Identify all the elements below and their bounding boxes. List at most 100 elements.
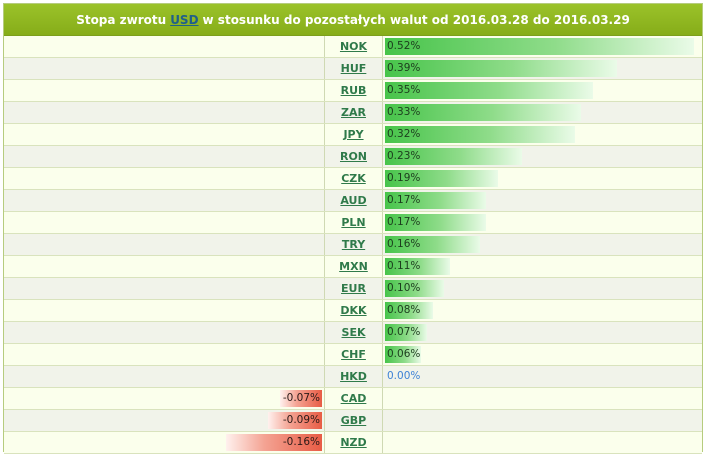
currency-link-eur[interactable]: EUR	[341, 282, 366, 295]
table-row: TRY 0.16%	[4, 234, 702, 256]
currency-cell: TRY	[325, 234, 383, 255]
value-label-mxn: 0.11%	[387, 260, 421, 272]
table-row: JPY 0.32%	[4, 124, 702, 146]
positive-cell	[383, 410, 702, 431]
table-row: CZK 0.19%	[4, 168, 702, 190]
title-suffix: w stosunku do pozostałych walut od 2016.…	[202, 12, 630, 27]
currency-link-zar[interactable]: ZAR	[341, 106, 366, 119]
value-label-cad: -0.07%	[282, 392, 320, 404]
bar-huf	[385, 60, 617, 77]
negative-cell	[4, 212, 325, 233]
currency-link-huf[interactable]: HUF	[340, 62, 367, 75]
positive-cell: 0.23%	[383, 146, 702, 167]
currency-link-cad[interactable]: CAD	[340, 392, 367, 405]
positive-cell: 0.00%	[383, 366, 702, 387]
negative-cell: -0.07%	[4, 388, 325, 409]
bar-nok	[385, 38, 694, 55]
positive-cell	[383, 432, 702, 453]
currency-cell: RON	[325, 146, 383, 167]
bar-dkk	[385, 302, 433, 319]
bar-nzd	[226, 434, 322, 451]
negative-cell	[4, 190, 325, 211]
negative-cell	[4, 278, 325, 299]
value-label-eur: 0.10%	[387, 282, 421, 294]
currency-link-pln[interactable]: PLN	[341, 216, 366, 229]
bar-rub	[385, 82, 593, 99]
value-label-jpy: 0.32%	[387, 128, 421, 140]
negative-cell	[4, 344, 325, 365]
negative-cell	[4, 256, 325, 277]
currency-cell: RUB	[325, 80, 383, 101]
value-label-czk: 0.19%	[387, 172, 421, 184]
value-label-zar: 0.33%	[387, 106, 421, 118]
currency-cell: CZK	[325, 168, 383, 189]
positive-cell: 0.35%	[383, 80, 702, 101]
table-row: -0.07% CAD	[4, 388, 702, 410]
currency-cell: JPY	[325, 124, 383, 145]
negative-cell	[4, 168, 325, 189]
table-row: HKD 0.00%	[4, 366, 702, 388]
currency-link-sek[interactable]: SEK	[341, 326, 366, 339]
currency-link-dkk[interactable]: DKK	[340, 304, 367, 317]
negative-cell	[4, 300, 325, 321]
value-label-ron: 0.23%	[387, 150, 421, 162]
value-label-huf: 0.39%	[387, 62, 421, 74]
bar-czk	[385, 170, 498, 187]
positive-cell: 0.32%	[383, 124, 702, 145]
currency-link-jpy[interactable]: JPY	[343, 128, 364, 141]
table-row: RUB 0.35%	[4, 80, 702, 102]
positive-cell: 0.07%	[383, 322, 702, 343]
bar-aud	[385, 192, 486, 209]
positive-cell	[383, 388, 702, 409]
currency-cell: HUF	[325, 58, 383, 79]
bar-zar	[385, 104, 581, 121]
currency-cell: CAD	[325, 388, 383, 409]
currency-cell: NZD	[325, 432, 383, 453]
table-row: MXN 0.11%	[4, 256, 702, 278]
table-row: ZAR 0.33%	[4, 102, 702, 124]
negative-cell	[4, 146, 325, 167]
negative-cell	[4, 234, 325, 255]
base-currency-link[interactable]: USD	[170, 12, 199, 27]
positive-cell: 0.06%	[383, 344, 702, 365]
currency-link-mxn[interactable]: MXN	[339, 260, 368, 273]
currency-link-ron[interactable]: RON	[339, 150, 368, 163]
value-label-nzd: -0.16%	[282, 436, 320, 448]
currency-cell: MXN	[325, 256, 383, 277]
currency-cell: EUR	[325, 278, 383, 299]
positive-cell: 0.17%	[383, 190, 702, 211]
table-row: -0.16% NZD	[4, 432, 702, 454]
positive-cell: 0.17%	[383, 212, 702, 233]
currency-cell: ZAR	[325, 102, 383, 123]
negative-cell	[4, 366, 325, 387]
positive-cell: 0.08%	[383, 300, 702, 321]
currency-link-aud[interactable]: AUD	[340, 194, 367, 207]
currency-link-czk[interactable]: CZK	[341, 172, 366, 185]
value-label-chf: 0.06%	[387, 348, 421, 360]
currency-cell: HKD	[325, 366, 383, 387]
currency-cell: DKK	[325, 300, 383, 321]
currency-link-nzd[interactable]: NZD	[340, 436, 367, 449]
negative-cell: -0.16%	[4, 432, 325, 453]
value-label-hkd: 0.00%	[387, 370, 421, 382]
returns-table: Stopa zwrotu USD w stosunku do pozostały…	[3, 3, 703, 454]
negative-cell	[4, 322, 325, 343]
negative-cell: -0.09%	[4, 410, 325, 431]
table-row: RON 0.23%	[4, 146, 702, 168]
currency-link-hkd[interactable]: HKD	[340, 370, 367, 383]
currency-link-chf[interactable]: CHF	[341, 348, 366, 361]
currency-link-nok[interactable]: NOK	[339, 40, 368, 53]
currency-cell: AUD	[325, 190, 383, 211]
negative-cell	[4, 124, 325, 145]
value-label-nok: 0.52%	[387, 40, 421, 52]
table-row: PLN 0.17%	[4, 212, 702, 234]
currency-link-gbp[interactable]: GBP	[340, 414, 367, 427]
positive-cell: 0.39%	[383, 58, 702, 79]
currency-link-try[interactable]: TRY	[341, 238, 366, 251]
table-row: SEK 0.07%	[4, 322, 702, 344]
currency-link-rub[interactable]: RUB	[340, 84, 367, 97]
positive-cell: 0.10%	[383, 278, 702, 299]
positive-cell: 0.19%	[383, 168, 702, 189]
bar-sek	[385, 324, 427, 341]
table-row: DKK 0.08%	[4, 300, 702, 322]
